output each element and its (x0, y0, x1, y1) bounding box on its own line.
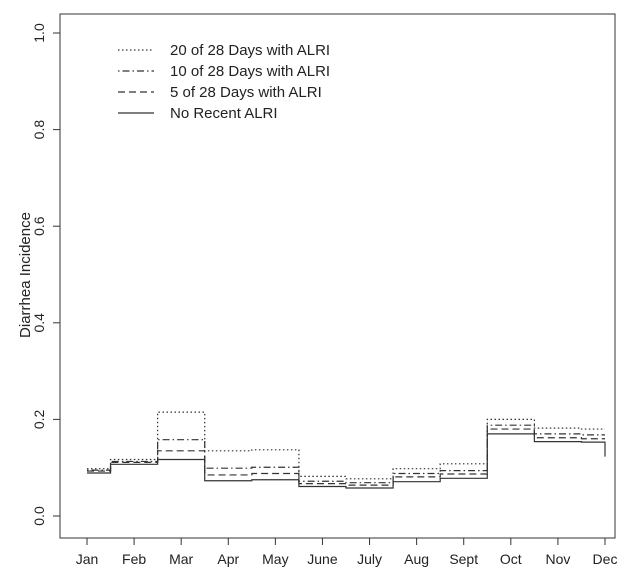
legend-label: 10 of 28 Days with ALRI (170, 63, 330, 80)
legend-label: No Recent ALRI (170, 105, 278, 122)
plot-frame (59, 13, 616, 539)
x-tick-label: Apr (217, 551, 239, 567)
x-tick-label: Aug (404, 551, 429, 567)
x-tick-label: Jan (76, 551, 99, 567)
series-no-recent-alri (87, 433, 606, 489)
x-tick-label: Sept (449, 551, 478, 567)
y-tick-label: 0.0 (31, 506, 47, 526)
x-tick-label: Nov (545, 551, 570, 567)
y-axis: 0.0 0.2 0.4 0.6 0.8 1.0 (31, 23, 60, 526)
series-layer (87, 411, 606, 489)
x-tick-label: June (307, 551, 338, 567)
legend: 20 of 28 Days with ALRI 10 of 28 Days wit… (118, 42, 330, 122)
series-line (87, 411, 605, 480)
x-tick-label: Mar (169, 551, 193, 567)
series-20-of-28-days-with-alri (87, 411, 605, 480)
legend-label: 5 of 28 Days with ALRI (170, 84, 322, 101)
legend-item: No Recent ALRI (118, 105, 278, 122)
legend-item: 10 of 28 Days with ALRI (118, 63, 330, 80)
series-10-of-28-days-with-alri (87, 424, 605, 484)
x-tick-label: Oct (500, 551, 522, 567)
y-axis-title: Diarrhea Incidence (17, 212, 34, 338)
plot-border (59, 13, 616, 539)
x-tick-label: Dec (593, 551, 618, 567)
legend-item: 5 of 28 Days with ALRI (118, 84, 322, 101)
y-tick-label: 0.4 (31, 313, 47, 333)
series-line (87, 433, 606, 489)
y-tick-label: 0.2 (31, 409, 47, 429)
y-tick-label: 1.0 (31, 23, 47, 43)
y-tick-label: 0.8 (31, 120, 47, 140)
series-line (87, 424, 605, 484)
series-line (87, 428, 605, 486)
legend-item: 20 of 28 Days with ALRI (118, 42, 330, 59)
y-tick-label: 0.6 (31, 216, 47, 236)
x-tick-label: July (357, 551, 382, 567)
x-axis: Jan Feb Mar Apr May June July Aug Sept Oct Nov Dec (76, 538, 618, 567)
x-tick-label: May (262, 551, 288, 567)
x-tick-label: Feb (122, 551, 146, 567)
legend-label: 20 of 28 Days with ALRI (170, 42, 330, 59)
series-5-of-28-days-with-alri (87, 428, 605, 486)
